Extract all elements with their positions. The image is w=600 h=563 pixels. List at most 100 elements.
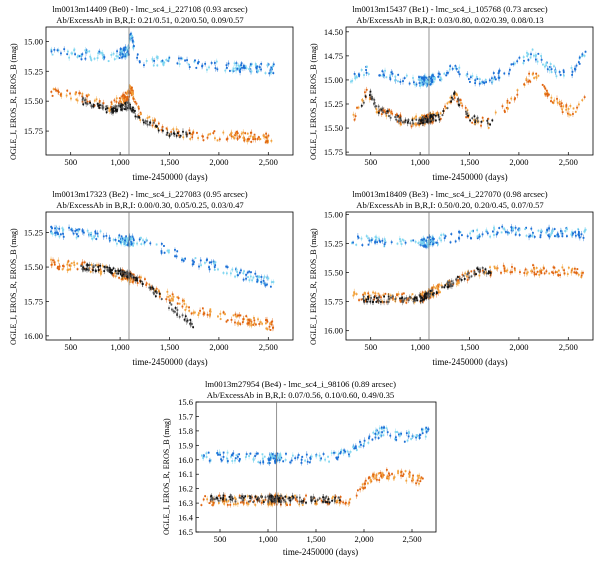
data-point [260, 281, 263, 283]
data-point [125, 92, 128, 95]
data-point [519, 271, 521, 274]
data-point [232, 136, 235, 138]
data-point [466, 112, 469, 115]
data-point [400, 119, 403, 122]
data-point [121, 94, 124, 97]
series-eros-b [50, 31, 275, 77]
data-point [261, 322, 263, 325]
light-curve-panel-be2: lm0013m17323 (Be2) - lmc_sc4_i_227083 (0… [0, 185, 300, 370]
x-tick-label: 1,500 [460, 157, 479, 167]
data-point [502, 264, 505, 267]
data-point [259, 461, 262, 464]
data-point [421, 122, 424, 124]
data-point [399, 299, 402, 302]
data-point [226, 66, 228, 69]
data-point [70, 262, 73, 265]
data-point [450, 280, 453, 283]
data-point [553, 65, 555, 68]
data-point [253, 133, 256, 136]
data-point [272, 281, 275, 283]
data-point [106, 107, 109, 110]
data-point [248, 270, 251, 273]
data-point [404, 241, 407, 244]
data-point [401, 300, 404, 303]
data-point [557, 235, 560, 238]
data-point [382, 111, 384, 114]
data-point [206, 313, 209, 316]
data-point [88, 267, 91, 270]
data-point [465, 110, 467, 113]
data-point [478, 274, 481, 277]
data-point [185, 133, 188, 136]
data-point [556, 101, 559, 104]
data-point [233, 137, 236, 140]
data-point [74, 230, 77, 232]
y-tick-label: 15.50 [24, 262, 43, 272]
data-point [580, 272, 583, 274]
data-point [234, 321, 236, 324]
data-point [553, 228, 556, 230]
data-point [185, 135, 188, 138]
data-point [515, 231, 517, 234]
data-point [369, 94, 371, 96]
data-point [109, 106, 112, 109]
data-point [56, 266, 59, 268]
data-point [562, 71, 565, 74]
data-point [561, 111, 564, 114]
data-point [495, 267, 498, 270]
x-tick-label: 2,000 [209, 342, 228, 352]
data-point [187, 63, 190, 66]
data-point [444, 235, 447, 238]
data-point [162, 62, 165, 64]
data-point [81, 98, 84, 101]
data-point [453, 92, 456, 94]
data-point [156, 64, 159, 67]
data-point [388, 108, 391, 111]
data-point [99, 230, 102, 233]
data-point [473, 119, 476, 121]
data-point [266, 140, 268, 143]
data-point [235, 268, 238, 271]
y-tick-label: 15.75 [324, 297, 343, 307]
data-point [533, 54, 535, 57]
data-point [213, 266, 216, 268]
data-point [206, 68, 208, 71]
data-point [384, 69, 386, 72]
data-point [120, 239, 123, 242]
data-point [394, 298, 397, 300]
data-point [353, 292, 356, 295]
data-point [222, 131, 225, 134]
data-point [399, 300, 402, 303]
data-point [557, 274, 560, 277]
data-point [176, 62, 179, 65]
data-point [202, 455, 205, 458]
data-point [111, 109, 114, 112]
data-point [233, 62, 236, 65]
data-point [76, 229, 78, 231]
data-point [79, 92, 81, 95]
data-point [540, 58, 543, 61]
data-point [134, 110, 136, 112]
data-point [197, 312, 200, 315]
data-point [115, 105, 118, 108]
data-point [123, 54, 126, 57]
data-point [566, 228, 568, 231]
data-point [54, 234, 57, 237]
data-point [437, 114, 440, 116]
data-point [561, 108, 564, 111]
data-point [60, 95, 63, 98]
data-point [132, 97, 135, 100]
data-point [561, 235, 564, 238]
data-point [135, 277, 138, 279]
y-tick-label: 15.50 [324, 268, 343, 278]
data-point [440, 284, 443, 287]
data-point [254, 138, 257, 141]
data-point [462, 274, 465, 277]
data-point [181, 314, 184, 317]
data-point [356, 106, 358, 109]
data-point [533, 271, 536, 274]
data-point [256, 138, 259, 140]
data-point [524, 268, 527, 271]
data-point [125, 107, 127, 110]
x-tick-label: 500 [364, 342, 377, 352]
